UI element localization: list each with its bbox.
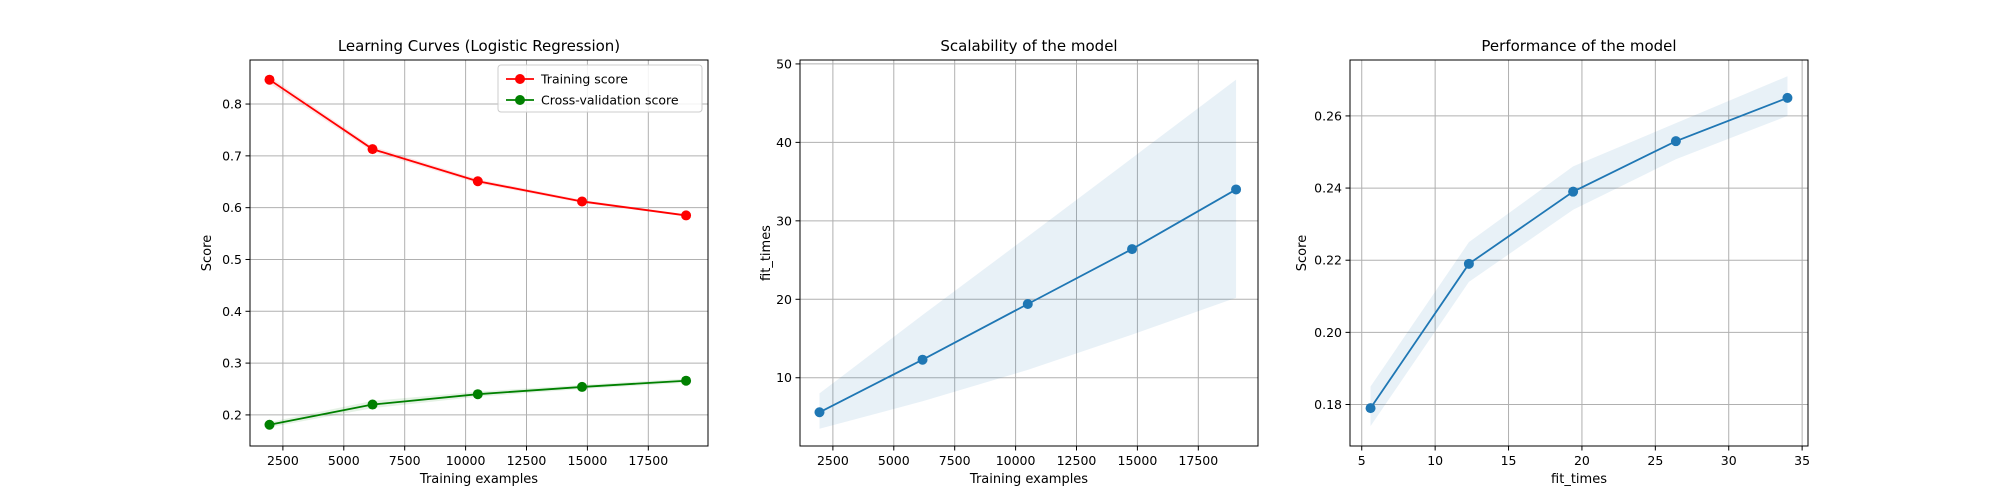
- performance-xtick-label: 25: [1647, 453, 1663, 468]
- scalability-xtick-label: 2500: [817, 453, 849, 468]
- scalability-series-0-point: [1231, 184, 1242, 195]
- scalability-series-0-point: [1127, 244, 1138, 255]
- performance-axes-frame: [1349, 59, 1809, 447]
- learning-curves-ytick-label: 0.2: [222, 407, 242, 422]
- learning-curves-series-0-point: [681, 210, 692, 221]
- learning-curves-ytick-label: 0.6: [222, 200, 242, 215]
- learning-curves-legend-label: Training score: [540, 72, 628, 87]
- learning-curves-series-0-point: [577, 196, 588, 207]
- learning-curves-ytick-label: 0.8: [222, 97, 242, 112]
- scalability-panel: 2500 5000 7500 10000 12500 15000 17500 10 20 30 40…: [759, 37, 1259, 487]
- learning-curves-series-1-band: [269, 378, 687, 428]
- performance-series-0-point: [1463, 258, 1474, 269]
- performance-ytick-label: 0.20: [1314, 325, 1342, 340]
- scalability-ytick-label: 40: [776, 135, 792, 150]
- learning-curves-legend-label: Cross-validation score: [541, 93, 679, 108]
- performance-ytick-label: 0.18: [1314, 397, 1342, 412]
- performance-series-0-band: [1370, 76, 1788, 427]
- performance-ytick-label: 0.22: [1314, 253, 1342, 268]
- performance-xlabel: fit_times: [1551, 472, 1607, 487]
- learning-curves-xtick-label: 5000: [328, 453, 360, 468]
- scalability-series-0-point: [1022, 298, 1033, 309]
- scalability-title: Scalability of the model: [940, 37, 1117, 55]
- performance-xtick-label: 5: [1358, 453, 1366, 468]
- learning-curves-ytick-label: 0.7: [222, 148, 242, 163]
- performance-ytick-label: 0.24: [1314, 181, 1342, 196]
- performance-ytick-label: 0.26: [1314, 108, 1342, 123]
- learning-curves-series-0-point: [367, 144, 378, 155]
- learning-curves-ylabel: Score: [200, 235, 215, 271]
- learning-curves-title: Learning Curves (Logistic Regression): [338, 37, 620, 55]
- scalability-xlabel: Training examples: [969, 472, 1088, 487]
- performance-xtick-label: 20: [1574, 453, 1590, 468]
- learning-curves-xtick-label: 15000: [568, 453, 608, 468]
- scalability-series-0-band: [819, 79, 1237, 429]
- scalability-series-0-point: [917, 354, 928, 365]
- learning-curves-series-1-point: [681, 375, 692, 386]
- scalability-series-0-point: [814, 407, 825, 418]
- performance-ylabel: Score: [1295, 235, 1310, 271]
- learning-curves-series-1-point: [472, 389, 483, 400]
- scalability-ytick-label: 50: [776, 56, 792, 71]
- learning-curves-ytick-label: 0.3: [222, 356, 242, 371]
- performance-xtick-label: 30: [1721, 453, 1737, 468]
- scalability-xtick-label: 17500: [1178, 453, 1218, 468]
- learning-curves-xtick-label: 17500: [628, 453, 668, 468]
- learning-curves-series-1-point: [367, 399, 378, 410]
- learning-curves-xtick-label: 12500: [507, 453, 547, 468]
- learning-curves-series-1-point: [577, 381, 588, 392]
- performance-series-0-line: [1369, 97, 1788, 409]
- scalability-xtick-label: 10000: [996, 453, 1036, 468]
- learning-curves-series-1-line: [269, 379, 687, 426]
- scalability-ytick-label: 10: [776, 370, 792, 385]
- learning-curves-series-0-point: [472, 176, 483, 187]
- performance-panel: 5 10 15 20 25 30 35 0.18 0.20 0.22 0.24 0.26 Perform…: [1295, 37, 1810, 487]
- learning-curves-legend-marker: [515, 74, 525, 84]
- learning-curves-xtick-label: 10000: [446, 453, 486, 468]
- performance-series-0-point: [1568, 186, 1579, 197]
- performance-xtick-label: 10: [1427, 453, 1443, 468]
- performance-series-0-point: [1670, 136, 1681, 147]
- learning-curves-series-0-point: [264, 74, 275, 85]
- performance-xtick-label: 35: [1794, 453, 1810, 468]
- scalability-xtick-label: 15000: [1118, 453, 1158, 468]
- learning-curves-ytick-label: 0.4: [222, 304, 242, 319]
- learning-curves-legend-marker: [515, 95, 525, 105]
- scalability-ytick-label: 30: [776, 213, 792, 228]
- performance-xtick-label: 15: [1501, 453, 1517, 468]
- scalability-xtick-label: 12500: [1057, 453, 1097, 468]
- learning-curves-xtick-label: 7500: [389, 453, 421, 468]
- scalability-axes-frame: [799, 59, 1259, 447]
- performance-series-0-point: [1365, 403, 1376, 414]
- learning-curves-ytick-label: 0.5: [222, 252, 242, 267]
- performance-series-0-point: [1782, 92, 1793, 103]
- learning-curves-legend-box: [497, 64, 703, 113]
- performance-title: Performance of the model: [1481, 37, 1676, 55]
- learning-curves-axes-frame: [249, 59, 709, 447]
- learning-curves-xtick-label: 2500: [267, 453, 299, 468]
- scalability-ylabel: fit_times: [759, 225, 774, 281]
- scalability-xtick-label: 7500: [939, 453, 971, 468]
- learning-curves-legend: Training score Cross-validation score: [497, 64, 703, 113]
- learning-curves-series-1-point: [264, 419, 275, 430]
- learning-curves-panel: 2500 5000 7500 10000 12500 15000 17500 0.2 0.3 0.…: [200, 37, 709, 487]
- scalability-ytick-label: 20: [776, 292, 792, 307]
- scalability-xtick-label: 5000: [878, 453, 910, 468]
- learning-curves-xlabel: Training examples: [419, 472, 538, 487]
